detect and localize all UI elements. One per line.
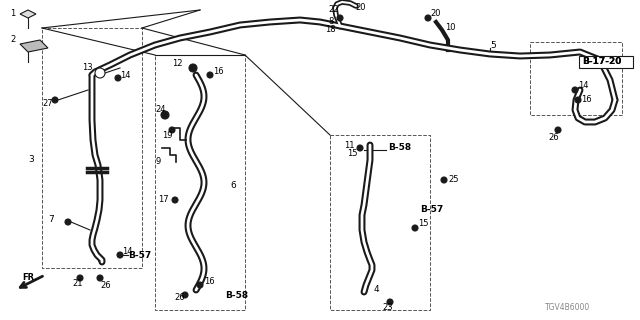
Circle shape [77, 275, 83, 281]
Text: 1: 1 [10, 10, 15, 19]
Text: 14: 14 [578, 81, 589, 90]
Text: B-57: B-57 [128, 251, 151, 260]
Circle shape [95, 68, 105, 78]
Circle shape [172, 197, 178, 203]
Circle shape [161, 111, 169, 119]
Text: 16: 16 [213, 68, 223, 76]
Circle shape [189, 64, 197, 72]
Circle shape [441, 177, 447, 183]
Circle shape [337, 15, 343, 21]
Text: FR.: FR. [22, 274, 38, 283]
Text: 4: 4 [374, 285, 380, 294]
Text: 25: 25 [448, 175, 458, 185]
Bar [330, 135, 430, 310]
Bar [530, 42, 622, 115]
Polygon shape [20, 10, 36, 18]
Polygon shape [20, 40, 48, 52]
FancyBboxPatch shape [579, 56, 633, 68]
Circle shape [182, 292, 188, 298]
Text: B-17-20: B-17-20 [582, 58, 621, 67]
Circle shape [387, 299, 393, 305]
Text: B-17-20: B-17-20 [582, 58, 621, 67]
Circle shape [117, 252, 123, 258]
Text: 16: 16 [581, 95, 591, 105]
Text: 13: 13 [82, 63, 93, 73]
Text: 2: 2 [10, 36, 15, 44]
Text: 19: 19 [162, 131, 173, 140]
Text: 12: 12 [172, 59, 182, 68]
Text: 5: 5 [490, 41, 496, 50]
Circle shape [197, 282, 203, 288]
Text: B-57: B-57 [420, 205, 444, 214]
Text: 6: 6 [230, 180, 236, 189]
Bar [42, 28, 142, 268]
Text: B-58: B-58 [225, 292, 248, 300]
Text: 14: 14 [122, 247, 132, 257]
Text: 15: 15 [418, 220, 429, 228]
Circle shape [425, 15, 431, 21]
Text: B-58: B-58 [388, 143, 411, 153]
Circle shape [169, 127, 175, 133]
Text: 9: 9 [155, 157, 160, 166]
Circle shape [207, 72, 213, 78]
Text: 8: 8 [328, 18, 333, 27]
Text: 16: 16 [204, 277, 214, 286]
Circle shape [115, 75, 121, 81]
Text: 22: 22 [328, 5, 339, 14]
Text: 23: 23 [382, 303, 392, 313]
Text: 10: 10 [445, 23, 456, 33]
Text: 20: 20 [430, 9, 440, 18]
Text: TGV4B6000: TGV4B6000 [545, 303, 590, 313]
Circle shape [555, 127, 561, 133]
Text: 26: 26 [100, 281, 111, 290]
Text: 3: 3 [28, 156, 34, 164]
Text: 21: 21 [72, 279, 83, 289]
Text: 24: 24 [155, 106, 166, 115]
Circle shape [412, 225, 418, 231]
Text: 18: 18 [325, 26, 335, 35]
Circle shape [572, 87, 578, 93]
Circle shape [357, 145, 363, 151]
Text: 27: 27 [42, 100, 52, 108]
Circle shape [52, 97, 58, 103]
Text: 11: 11 [344, 140, 355, 149]
Bar [155, 55, 245, 310]
Circle shape [65, 219, 71, 225]
Text: 17: 17 [158, 196, 168, 204]
Text: 15: 15 [347, 148, 358, 157]
Circle shape [575, 97, 581, 103]
Text: 14: 14 [120, 70, 131, 79]
Text: 26: 26 [548, 133, 559, 142]
Text: 7: 7 [48, 215, 54, 225]
Text: 26: 26 [174, 293, 184, 302]
Text: 20: 20 [355, 4, 365, 12]
Circle shape [97, 275, 103, 281]
